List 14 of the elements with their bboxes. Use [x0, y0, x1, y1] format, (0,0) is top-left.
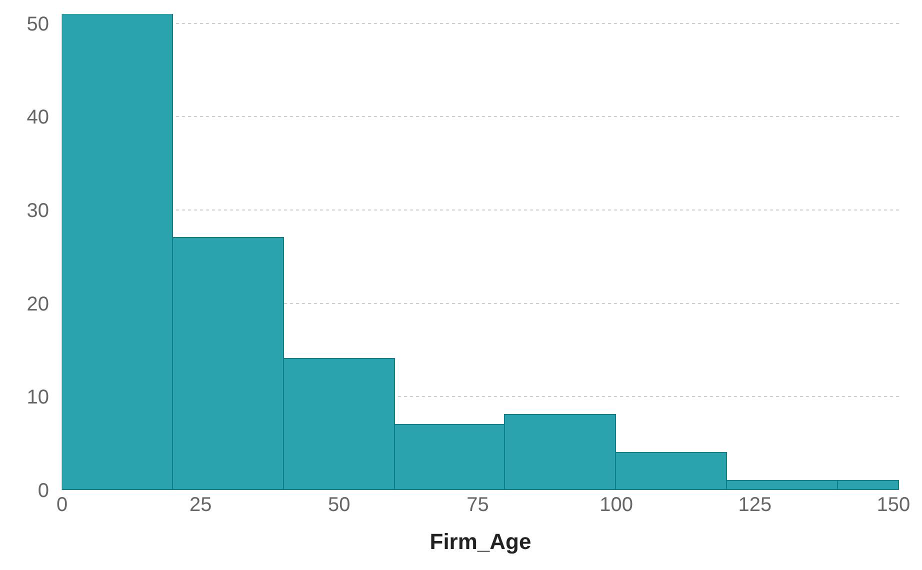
- y-tick-label: 50: [26, 13, 49, 36]
- y-tick-label: 40: [26, 106, 49, 129]
- x-tick-label: 125: [738, 494, 772, 516]
- y-tick-label: 0: [38, 480, 49, 502]
- x-tick-label: 0: [56, 494, 68, 516]
- x-tick-label: 50: [328, 494, 350, 516]
- x-axis-title: Firm_Age: [430, 528, 532, 554]
- x-tick-label: 25: [189, 494, 212, 516]
- x-tick-label: 75: [466, 494, 489, 516]
- x-tick-label: 100: [600, 494, 633, 516]
- y-tick-label: 30: [26, 200, 49, 222]
- x-tick-label: 150: [876, 494, 910, 516]
- y-tick-label: 10: [26, 386, 49, 409]
- y-tick-label: 20: [26, 293, 49, 316]
